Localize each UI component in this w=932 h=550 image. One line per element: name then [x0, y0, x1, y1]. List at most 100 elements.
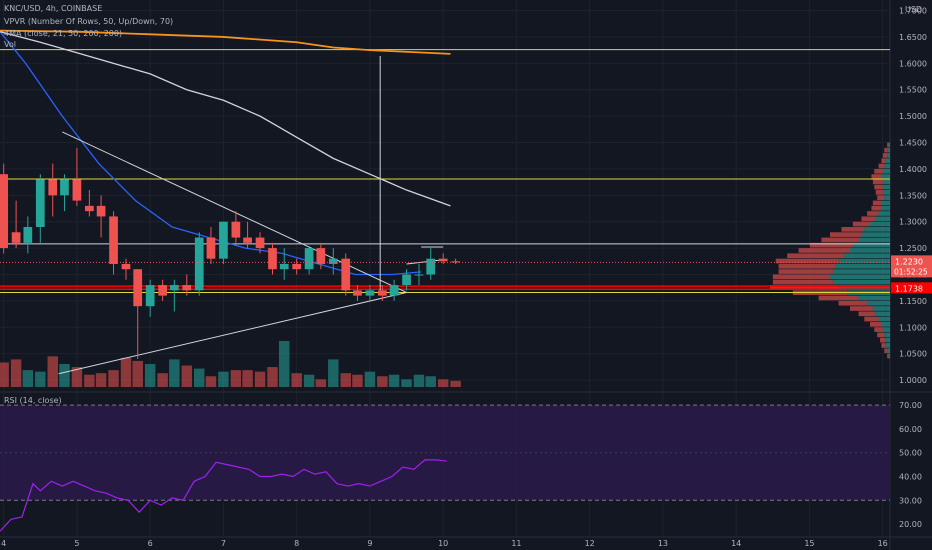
vpvr-down-bar [884, 147, 888, 153]
volume-bar [425, 376, 436, 387]
symbol-legend[interactable]: KNC/USD, 4h, COINBASE [4, 4, 103, 13]
vpvr-up-bar [875, 216, 890, 222]
volume-bar [108, 370, 119, 387]
vpvr-up-bar [882, 184, 890, 190]
candle-body [48, 179, 58, 196]
volume-bar [230, 370, 242, 387]
vpvr-up-bar [887, 348, 890, 354]
volume-bar [10, 359, 22, 387]
vpvr-up-bar [881, 174, 890, 179]
vpvr-up-bar [858, 295, 890, 301]
candle-body [328, 258, 338, 264]
candle-body [182, 285, 192, 291]
vpvr-down-bar [880, 337, 886, 343]
vpvr-up-bar [884, 195, 890, 200]
price-tick-label: 1.4500 [899, 139, 927, 148]
vpvr-up-bar [884, 332, 890, 338]
candle-body [414, 274, 424, 276]
vpvr-down-bar [881, 343, 886, 348]
candle-body [255, 237, 265, 249]
moving-average-line [0, 29, 451, 55]
vpvr-down-bar [861, 216, 876, 222]
vpvr-down-bar [874, 184, 883, 190]
volume-bar [120, 357, 132, 387]
volume-bar [181, 365, 193, 387]
candle-body [60, 179, 69, 196]
vpvr-up-bar [882, 190, 890, 195]
trendline [406, 259, 444, 265]
candle-body [0, 174, 9, 249]
rsi-line [0, 459, 447, 532]
candle-body [341, 258, 351, 291]
vpvr-up-bar [882, 179, 890, 185]
volume-bar [194, 368, 205, 387]
volume-bar [132, 360, 143, 387]
volume-bar [157, 373, 168, 387]
volume-bar [59, 364, 70, 387]
volume-bar [242, 370, 253, 387]
vpvr-up-bar [885, 337, 890, 343]
candle-body [426, 258, 436, 275]
volume-bar [315, 379, 327, 387]
time-tick-label: 15 [804, 539, 814, 548]
rsi-legend[interactable]: RSI (14, close) [4, 396, 62, 405]
candle-body [11, 232, 21, 243]
time-tick-label: 4 [1, 539, 6, 548]
volume-bar [47, 356, 58, 387]
price-tick-label: 1.5000 [899, 112, 927, 121]
vol-legend[interactable]: Vol [4, 40, 16, 49]
volume-bar [84, 374, 95, 387]
vpvr-up-bar [885, 343, 890, 348]
vpvr-up-bar [838, 258, 890, 264]
vpvr-up-bar [885, 158, 890, 164]
countdown-label: 01:52:25 [894, 267, 928, 276]
vpvr-down-bar [871, 174, 882, 179]
price-tick-label: 1.1500 [899, 297, 927, 306]
vpvr-legend[interactable]: VPVR (Number Of Rows, 50, Up/Down, 70) [4, 17, 174, 26]
time-tick-label: 6 [148, 539, 153, 548]
time-tick-label: 9 [367, 539, 372, 548]
volume-bar [364, 371, 376, 387]
price-tick-label: 1.0500 [899, 350, 927, 359]
time-tick-label: 12 [585, 539, 595, 548]
volume-bar [437, 379, 449, 387]
candle-body [402, 274, 411, 286]
volume-bar [205, 376, 217, 387]
time-tick-label: 14 [731, 539, 741, 548]
vpvr-down-bar [850, 306, 873, 311]
moving-average-line [0, 31, 451, 207]
volume-bar [413, 374, 425, 387]
vpvr-down-bar [877, 332, 885, 338]
ma-legend[interactable]: 4MA (close, 21, 50, 200, 200) [4, 29, 123, 38]
vpvr-down-bar [778, 263, 836, 269]
vpvr-down-bar [872, 179, 883, 185]
vpvr-down-bar [810, 242, 853, 248]
vpvr-up-bar [832, 279, 890, 285]
volume-bar [35, 371, 46, 387]
vpvr-down-bar [772, 279, 833, 285]
volume-bar [450, 380, 461, 387]
time-tick-label: 7 [221, 539, 226, 548]
vpvr-up-bar [881, 205, 890, 211]
candle-body [304, 248, 314, 270]
vpvr-up-bar [861, 232, 890, 237]
candle-body [109, 216, 118, 264]
price-tick-label: 1.6500 [899, 33, 927, 42]
vpvr-down-bar [841, 226, 865, 232]
vpvr-up-bar [832, 269, 890, 274]
vpvr-down-bar [770, 285, 839, 290]
vpvr-up-bar [888, 353, 890, 359]
vpvr-down-bar [798, 248, 850, 253]
vpvr-up-bar [872, 306, 890, 311]
vpvr-up-bar [875, 311, 890, 317]
volume-bar [328, 359, 339, 387]
vpvr-up-bar [850, 248, 890, 253]
volume-bars [0, 341, 461, 387]
candle-body [365, 290, 375, 296]
rsi-pane: 70.00 60.00 50.00 40.00 30.00 20.00 [0, 401, 922, 532]
candle-body [206, 237, 216, 259]
vpvr-up-bar [882, 327, 890, 332]
vpvr-up-bar [852, 242, 890, 248]
